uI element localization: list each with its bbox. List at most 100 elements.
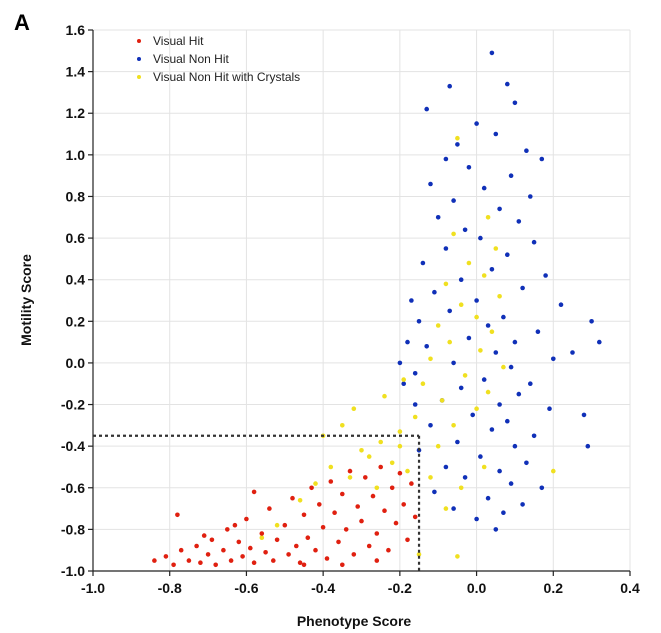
point-visual-non-hit — [516, 391, 522, 397]
point-visual-hit — [370, 493, 376, 499]
point-layer — [152, 50, 602, 568]
point-visual-non-hit — [558, 302, 564, 308]
point-visual-non-hit — [447, 83, 453, 89]
point-visual-hit — [236, 539, 242, 545]
point-visual-non-hit-with-crystals — [435, 443, 441, 449]
point-visual-hit — [244, 516, 249, 522]
point-visual-non-hit — [543, 273, 548, 278]
point-visual-non-hit-with-crystals — [401, 377, 407, 382]
legend-marker-visual-non-hit — [137, 57, 141, 61]
point-visual-non-hit-with-crystals — [359, 448, 364, 453]
point-visual-non-hit — [405, 339, 410, 345]
point-visual-hit — [248, 545, 253, 551]
point-visual-hit — [251, 489, 257, 495]
x-tick-label: -0.6 — [234, 580, 258, 596]
point-visual-non-hit — [497, 206, 502, 212]
point-visual-non-hit — [420, 260, 426, 266]
point-visual-hit — [305, 535, 311, 540]
point-visual-non-hit-with-crystals — [435, 323, 441, 328]
point-visual-non-hit — [474, 516, 479, 522]
point-visual-hit — [259, 531, 265, 536]
point-visual-non-hit-with-crystals — [443, 281, 449, 287]
point-visual-non-hit — [462, 227, 468, 233]
point-visual-hit — [393, 520, 399, 526]
point-visual-non-hit — [493, 527, 499, 532]
point-visual-non-hit-with-crystals — [455, 554, 460, 559]
y-tick-label: 1.0 — [66, 147, 86, 163]
point-visual-non-hit-with-crystals — [462, 373, 468, 378]
point-visual-hit — [225, 527, 230, 532]
y-tick-label: 0.0 — [66, 355, 86, 371]
point-visual-hit — [152, 558, 157, 563]
point-visual-non-hit — [501, 510, 506, 515]
point-visual-non-hit — [524, 460, 529, 466]
x-tick-label: 0.0 — [467, 580, 487, 596]
point-visual-non-hit — [412, 402, 418, 407]
point-visual-hit — [198, 560, 203, 565]
point-visual-hit — [178, 547, 184, 553]
point-visual-non-hit-with-crystals — [474, 314, 479, 320]
point-visual-non-hit — [547, 406, 552, 412]
point-visual-non-hit — [443, 246, 449, 251]
point-visual-hit — [355, 504, 361, 509]
point-visual-non-hit-with-crystals — [351, 406, 357, 412]
point-visual-non-hit-with-crystals — [397, 443, 403, 449]
point-visual-non-hit — [508, 481, 514, 486]
point-visual-non-hit-with-crystals — [328, 464, 334, 470]
point-visual-hit — [175, 512, 180, 518]
point-visual-non-hit — [428, 423, 433, 428]
point-visual-hit — [309, 485, 314, 491]
point-visual-non-hit-with-crystals — [347, 475, 353, 480]
point-visual-non-hit — [512, 443, 518, 449]
point-visual-non-hit — [489, 427, 495, 432]
point-visual-non-hit — [409, 298, 414, 303]
point-visual-non-hit-with-crystals — [443, 506, 449, 511]
y-tick-label: -0.8 — [61, 521, 85, 537]
panel-label: A — [14, 10, 30, 35]
point-visual-non-hit — [505, 81, 510, 87]
point-visual-hit — [347, 468, 353, 474]
point-visual-non-hit-with-crystals — [340, 423, 345, 428]
point-visual-non-hit — [462, 475, 468, 480]
point-visual-non-hit — [397, 360, 403, 366]
point-visual-non-hit — [508, 364, 514, 370]
point-visual-non-hit — [581, 412, 587, 418]
point-visual-non-hit — [432, 489, 437, 495]
point-visual-non-hit — [474, 121, 479, 126]
point-visual-non-hit-with-crystals — [259, 535, 265, 540]
point-visual-non-hit — [455, 142, 460, 147]
point-visual-non-hit-with-crystals — [274, 522, 280, 528]
point-visual-non-hit-with-crystals — [466, 260, 472, 266]
point-visual-hit — [290, 495, 295, 501]
point-visual-hit — [240, 554, 245, 559]
y-tick-label: -0.4 — [61, 438, 85, 454]
y-tick-label: 0.4 — [66, 272, 86, 288]
point-visual-non-hit — [516, 219, 522, 224]
point-visual-non-hit — [497, 468, 502, 474]
x-tick-label: -1.0 — [81, 580, 105, 596]
point-visual-hit — [374, 531, 380, 536]
point-visual-non-hit-with-crystals — [428, 356, 433, 362]
point-visual-non-hit-with-crystals — [439, 398, 445, 403]
point-visual-hit — [228, 558, 234, 563]
legend-label-visual-non-hit: Visual Non Hit — [153, 52, 229, 66]
point-visual-non-hit — [520, 502, 525, 507]
point-visual-non-hit — [524, 148, 529, 153]
point-visual-non-hit-with-crystals — [382, 393, 387, 399]
point-visual-hit — [328, 479, 334, 484]
point-visual-non-hit — [466, 165, 472, 170]
point-visual-hit — [271, 558, 276, 563]
point-visual-non-hit — [512, 100, 518, 106]
point-visual-non-hit — [535, 329, 541, 335]
point-visual-hit — [412, 514, 418, 520]
point-visual-non-hit — [505, 418, 510, 424]
x-tick-label: -0.2 — [388, 580, 412, 596]
point-visual-hit — [317, 502, 322, 507]
point-visual-non-hit — [424, 106, 430, 112]
point-visual-non-hit — [432, 289, 437, 295]
point-visual-hit — [374, 558, 380, 563]
point-visual-hit — [401, 502, 407, 507]
y-tick-label: 1.6 — [66, 22, 86, 38]
point-visual-non-hit-with-crystals — [451, 231, 456, 237]
